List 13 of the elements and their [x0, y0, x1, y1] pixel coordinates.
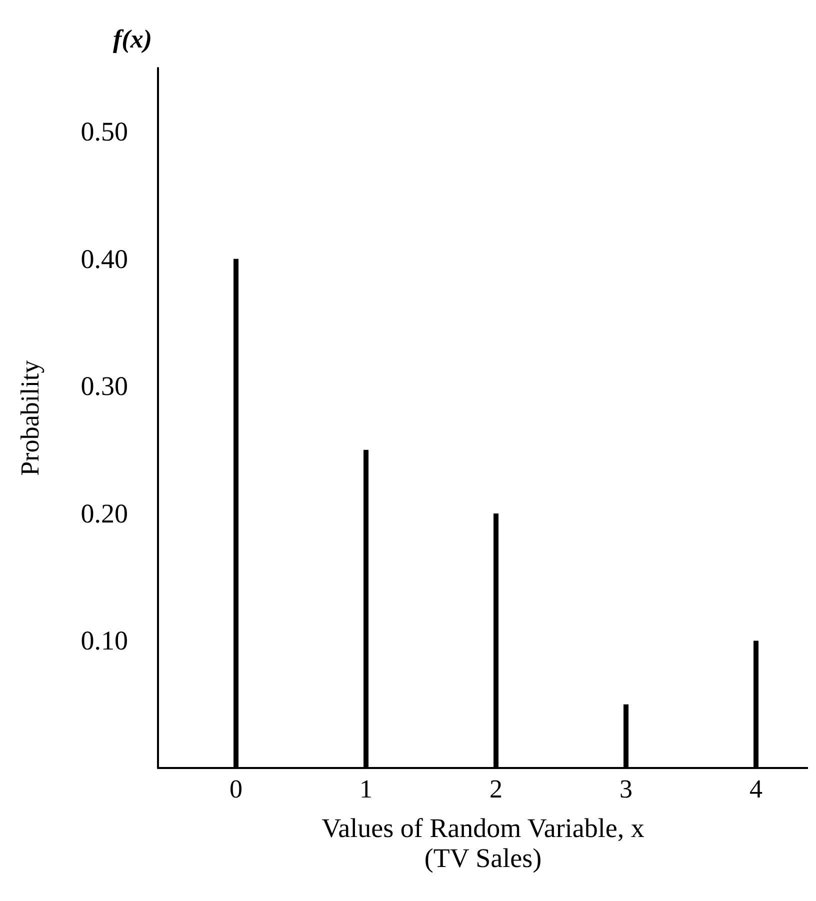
x-tick-label: 2: [490, 774, 502, 804]
x-tick-label: 1: [360, 774, 372, 804]
x-tick-label: 0: [230, 774, 242, 804]
x-axis-title: Values of Random Variable, x (TV Sales): [322, 813, 645, 873]
y-tick-label: 0.10: [80, 626, 128, 656]
y-tick-label: 0.40: [80, 244, 128, 274]
y-tick-label: 0.20: [80, 498, 128, 528]
y-tick-label: 0.50: [80, 116, 128, 147]
x-tick-label: 4: [750, 774, 762, 804]
x-tick-label: 3: [620, 774, 632, 804]
text: f(x): [113, 24, 152, 54]
y-axis-title: Probability: [16, 360, 44, 476]
y-tick-label: 0.30: [80, 371, 128, 402]
